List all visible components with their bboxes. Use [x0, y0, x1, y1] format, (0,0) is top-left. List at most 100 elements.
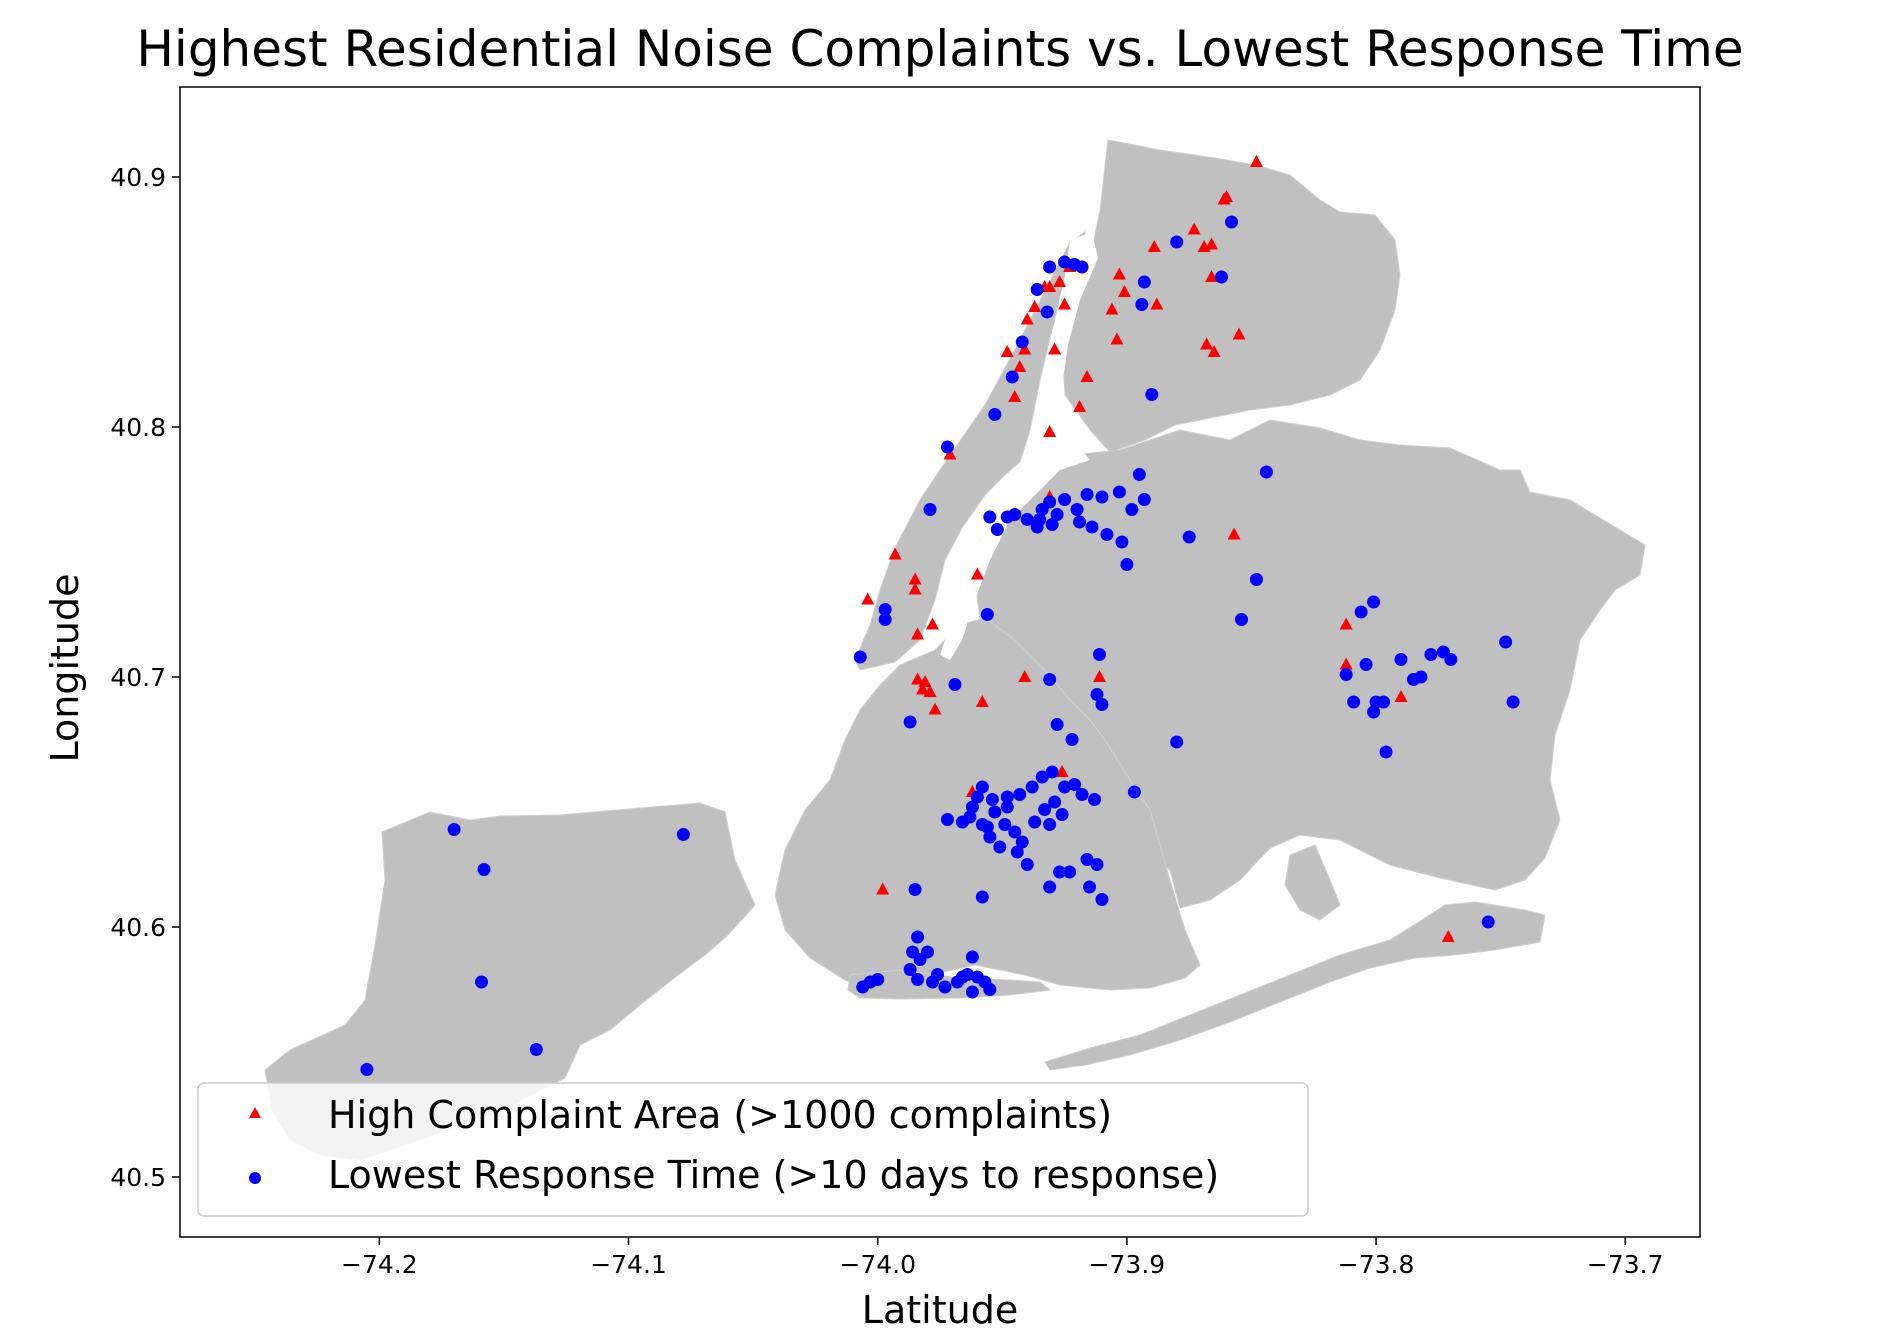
high-complaint-point [1055, 765, 1069, 777]
low-response-point [911, 973, 925, 986]
x-axis-label: Latitude [862, 1288, 1018, 1332]
high-complaint-point [916, 682, 930, 695]
low-response-point [1170, 235, 1184, 249]
low-response-point [529, 1043, 543, 1056]
low-response-point [948, 678, 962, 691]
legend: High Complaint Area (>1000 complaints) L… [197, 1082, 1309, 1217]
low-response-point [1087, 793, 1101, 806]
low-response-point [1379, 745, 1393, 759]
manhattan-shape [854, 231, 1091, 671]
low-response-point [1092, 648, 1106, 661]
low-response-point [975, 890, 989, 904]
low-response-point [903, 963, 917, 976]
low-response-point [1359, 658, 1373, 671]
jamaica-bay-island [1284, 844, 1341, 921]
high-complaint-point [1441, 930, 1455, 942]
low-response-point [878, 603, 892, 616]
y-tick-label: 40.8 [110, 413, 166, 442]
high-complaint-point [1043, 280, 1057, 292]
high-complaint-point [1018, 342, 1032, 355]
low-response-point [970, 790, 984, 804]
low-response-point [980, 820, 994, 834]
low-response-point [447, 823, 461, 836]
low-response-point [1339, 668, 1353, 681]
low-response-point [1048, 795, 1062, 809]
brooklyn-shape [774, 617, 1201, 991]
low-response-point [1090, 688, 1104, 701]
low-response-point [1035, 770, 1049, 784]
low-response-point [1030, 520, 1044, 534]
high-complaint-point [928, 702, 942, 715]
plot-frame [179, 86, 1701, 1238]
low-response-point [477, 863, 491, 876]
low-response-point [1137, 275, 1151, 289]
low-response-point [1506, 695, 1520, 709]
basemap [264, 139, 1646, 1161]
low-response-point [475, 975, 489, 989]
low-response-point [1043, 818, 1057, 831]
high-complaint-point [1110, 332, 1124, 345]
x-tick-label: −73.8 [1338, 1250, 1415, 1279]
high-complaint-point [926, 617, 940, 630]
low-response-point [1053, 865, 1067, 879]
low-response-point [1083, 880, 1097, 894]
high-complaint-point [1205, 237, 1219, 250]
low-response-point [1058, 780, 1072, 794]
low-response-point [1065, 733, 1079, 746]
y-axis-label: Longitude [43, 574, 87, 763]
high-complaint-point [911, 627, 925, 640]
y-tick-label: 40.9 [110, 163, 166, 192]
high-complaint-point [1205, 270, 1219, 282]
low-response-point [975, 780, 989, 794]
chart-title: Highest Residential Noise Complaints vs.… [136, 20, 1743, 78]
high-complaint-point [908, 582, 922, 595]
high-complaint-point [1028, 300, 1042, 312]
low-response-point [871, 973, 885, 986]
high-complaint-point [908, 572, 922, 585]
low-response-point [878, 613, 892, 626]
high-complaint-point [1008, 390, 1022, 402]
x-tick-label: −74.2 [341, 1250, 418, 1279]
high-complaint-point [1217, 192, 1231, 205]
low-response-point [1100, 528, 1114, 541]
low-response-point [1020, 513, 1034, 526]
high-complaint-point [975, 695, 989, 707]
low-response-point [1090, 858, 1104, 871]
high-complaint-point [1207, 345, 1221, 357]
low-response-point [1040, 305, 1054, 319]
low-response-point [955, 970, 969, 984]
low-response-point [1045, 518, 1059, 531]
low-response-point [1354, 605, 1368, 619]
low-response-point [1030, 283, 1044, 296]
high-complaint-point [970, 567, 984, 580]
low-response-point [985, 793, 999, 806]
high-complaint-point [1339, 657, 1353, 670]
legend-label-high-complaint: High Complaint Area (>1000 complaints) [328, 1093, 1112, 1137]
low-response-point [988, 408, 1002, 421]
y-tick-label: 40.6 [110, 913, 166, 942]
low-response-point [1367, 705, 1381, 719]
low-response-point [1075, 788, 1089, 801]
low-response-point [1043, 880, 1057, 894]
low-response-point [1127, 785, 1141, 799]
high-complaint-point [1080, 370, 1094, 382]
x-tick-label: −74.1 [590, 1250, 667, 1279]
low-response-point [856, 980, 870, 994]
low-response-point [931, 968, 945, 981]
low-response-point [1015, 835, 1029, 849]
high-complaint-point [1339, 617, 1353, 630]
east-river [940, 448, 1090, 660]
high-complaint-point [1200, 337, 1214, 350]
high-complaint-point [1117, 285, 1131, 297]
low-response-point [940, 440, 954, 454]
low-response-point [1000, 800, 1014, 814]
low-response-point [1013, 788, 1027, 801]
low-response-point [1080, 488, 1094, 501]
low-response-point [1414, 670, 1428, 684]
high-complaint-point [888, 547, 902, 560]
high-complaint-point [1232, 327, 1246, 340]
high-complaint-point [1073, 400, 1087, 412]
low-response-point [1015, 335, 1029, 349]
high-complaint-point [1020, 312, 1034, 325]
